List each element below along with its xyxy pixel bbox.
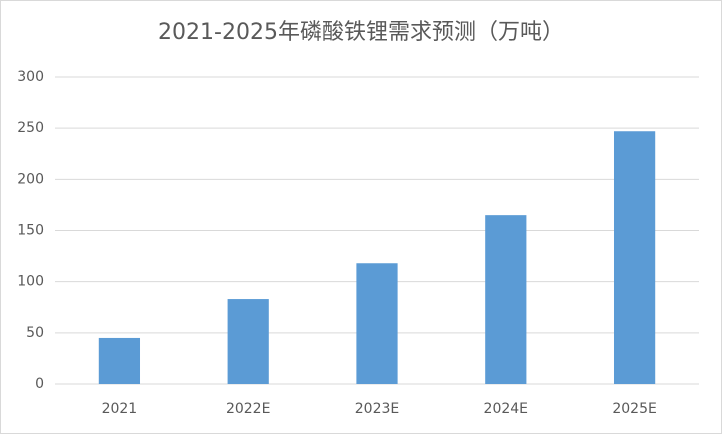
bar <box>227 299 269 384</box>
bar <box>485 215 527 384</box>
y-tick-label: 50 <box>26 325 44 341</box>
y-tick-label: 250 <box>17 120 44 136</box>
bar <box>613 131 656 384</box>
y-tick-label: 200 <box>17 171 44 187</box>
chart-title: 2021-2025年磷酸铁锂需求预测（万吨） <box>158 20 564 45</box>
y-tick-label: 0 <box>35 376 44 392</box>
x-tick-label: 2021 <box>102 401 138 417</box>
x-tick-label: 2023E <box>355 401 399 417</box>
bar <box>356 263 398 384</box>
bar <box>98 337 141 384</box>
y-tick-label: 300 <box>17 69 44 85</box>
x-tick-label: 2024E <box>484 401 528 417</box>
x-tick-label: 2022E <box>226 401 270 417</box>
y-tick-label: 100 <box>17 274 44 290</box>
x-tick-label: 2025E <box>612 401 656 417</box>
y-tick-label: 150 <box>17 223 44 239</box>
